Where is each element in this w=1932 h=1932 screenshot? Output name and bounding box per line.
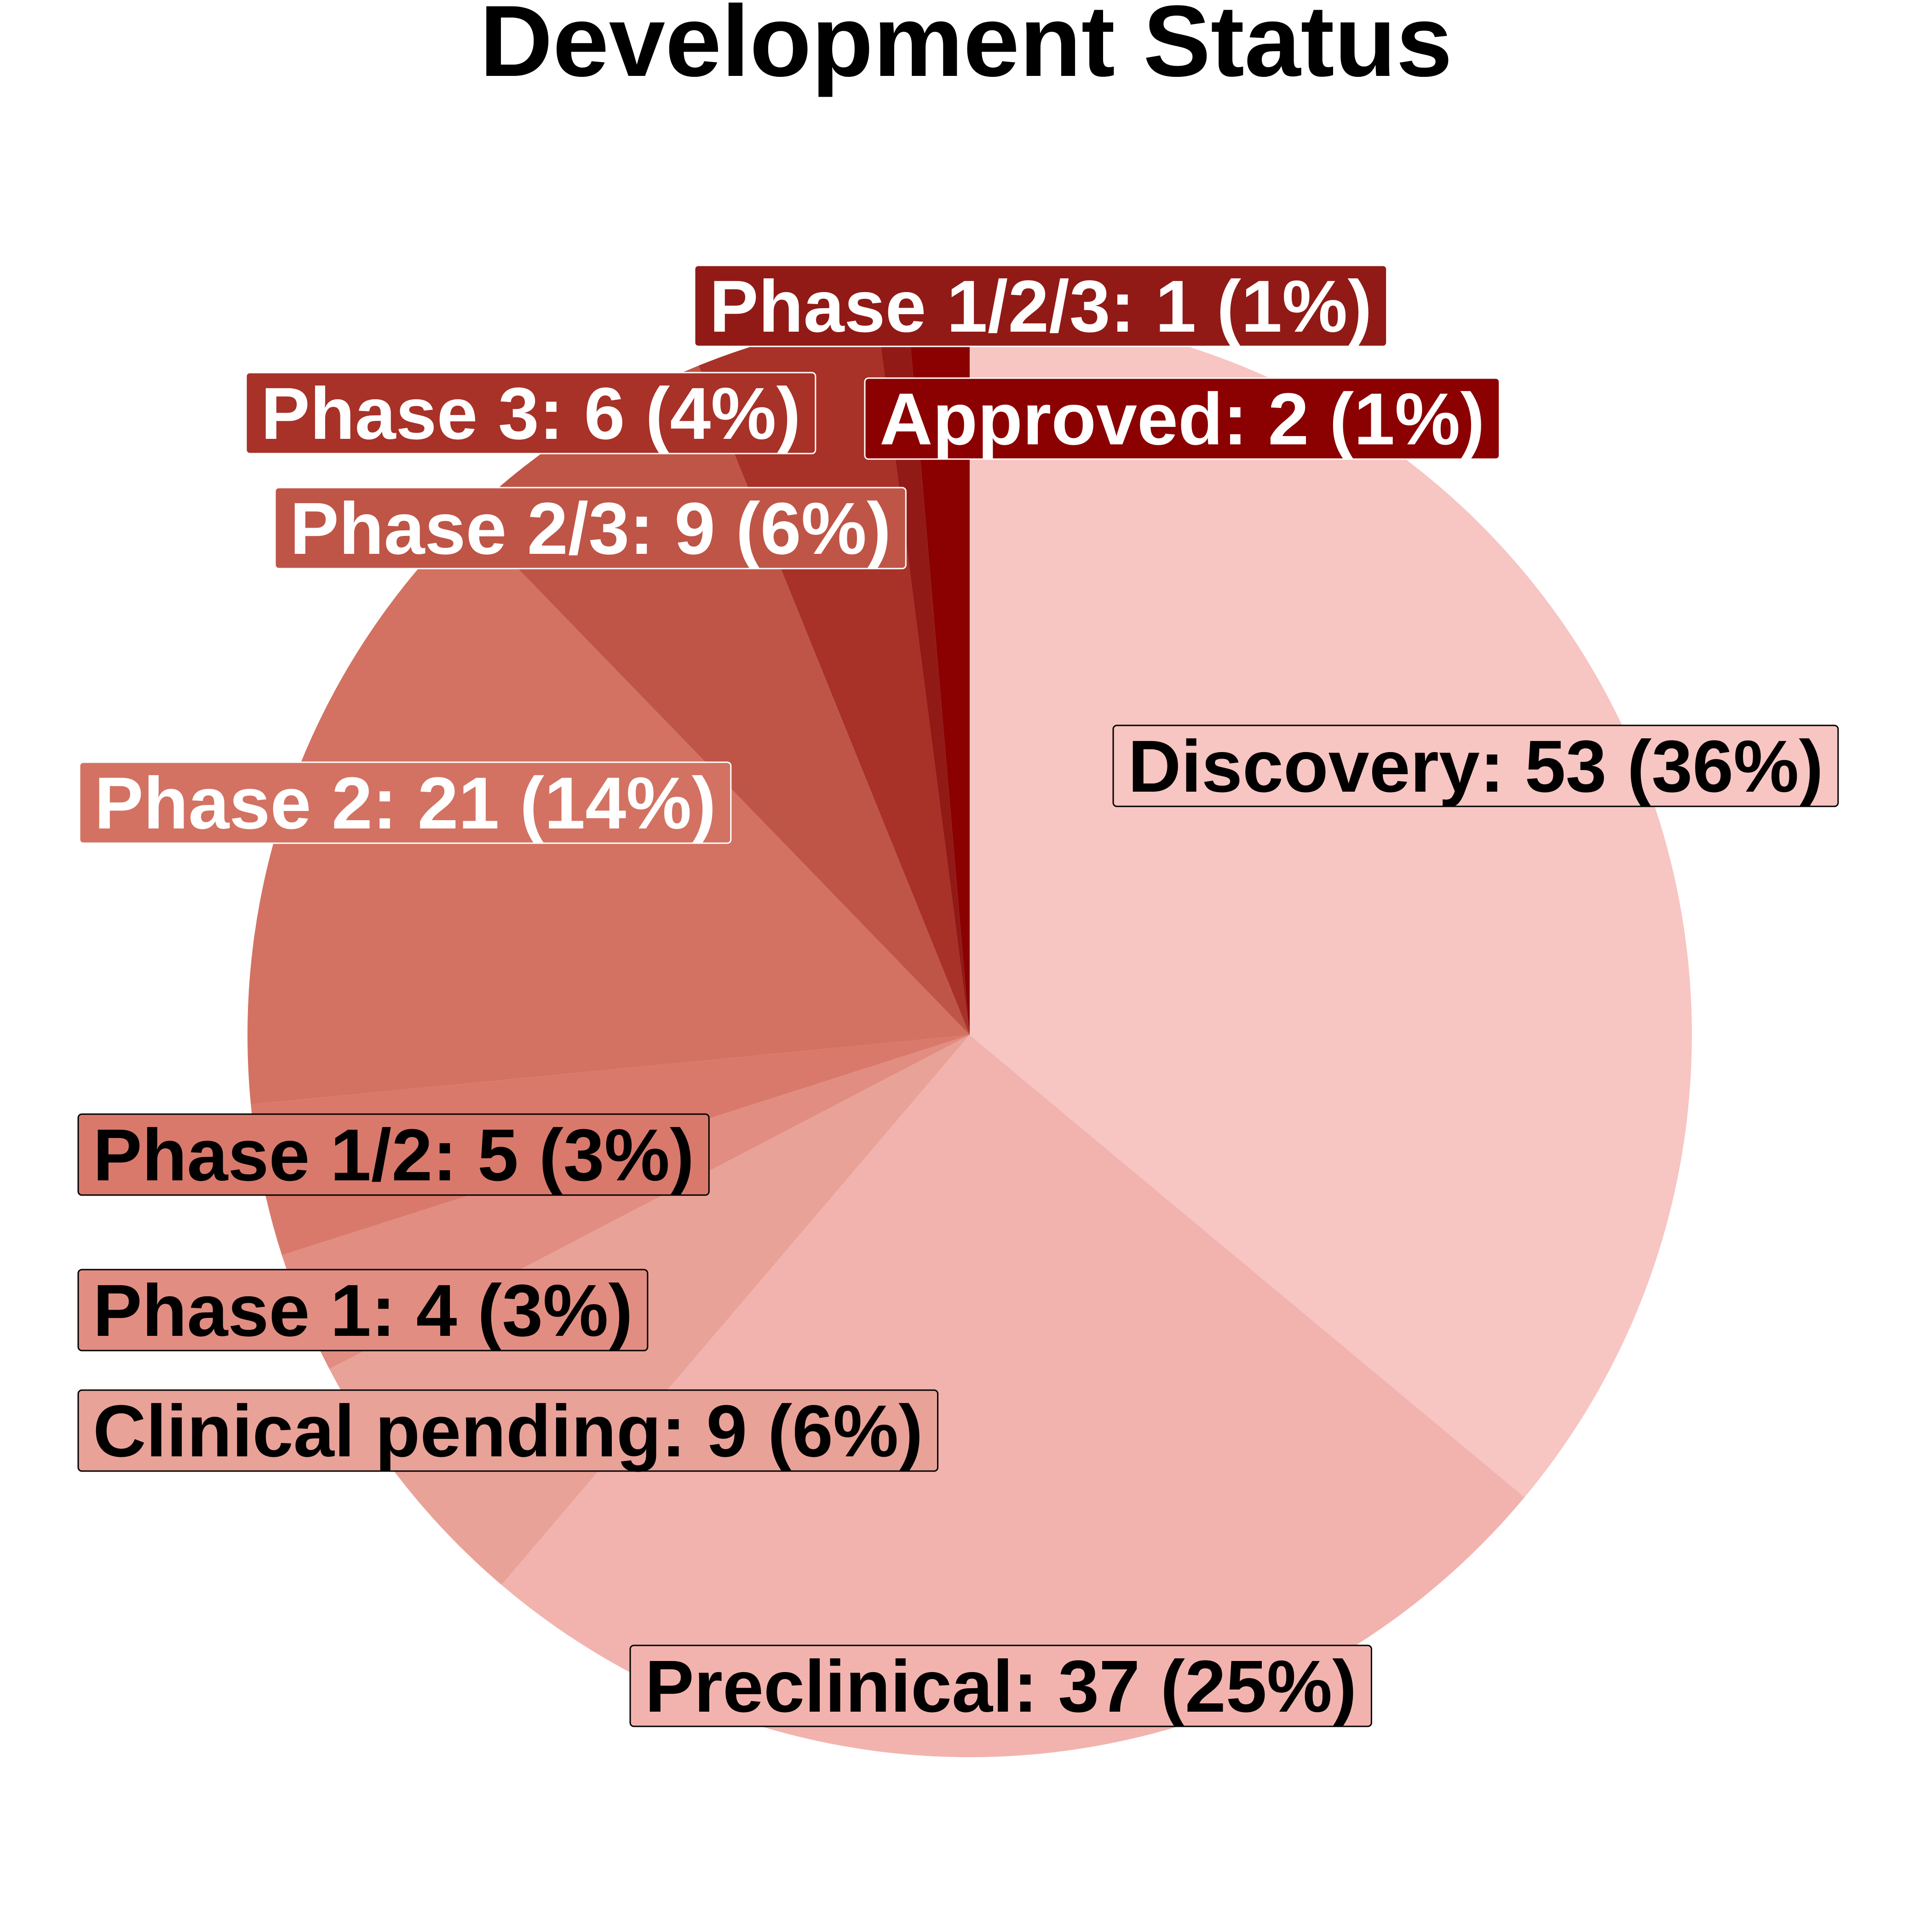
slice-label-text: Discovery: 53 (36%) (1128, 725, 1823, 807)
slice-label-text: Preclinical: 37 (25%) (645, 1645, 1357, 1727)
slice-label-box (77, 1113, 710, 1196)
slice-label-text: Phase 2: 21 (14%) (94, 762, 716, 844)
slice-label-phase-2: Phase 2: 21 (14%) (79, 761, 732, 844)
slice-label-box (694, 264, 1388, 347)
slice-label-box (274, 487, 907, 569)
slice-label-text: Phase 3: 6 (4%) (261, 372, 801, 454)
slice-label-box (629, 1644, 1372, 1727)
slice-label-text: Phase 2/3: 9 (6%) (290, 487, 891, 569)
slice-label-phase-2-3: Phase 2/3: 9 (6%) (274, 487, 907, 569)
slice-label-text: Clinical pending: 9 (6%) (93, 1390, 923, 1472)
chart-title: Development Status (480, 0, 1453, 98)
slice-label-box (77, 1269, 649, 1351)
slice-label-phase-1-2-3: Phase 1/2/3: 1 (1%) (694, 264, 1388, 347)
slice-label-text: Phase 1/2/3: 1 (1%) (709, 265, 1372, 347)
pie-slice-approved (908, 313, 970, 1035)
slice-label-box (1112, 724, 1839, 807)
slice-labels: Discovery: 53 (36%) Preclinical: 37 (25%)… (77, 264, 1839, 1727)
pie-slice-discovery (970, 313, 1692, 1497)
slice-label-text: Approved: 2 (1%) (880, 378, 1485, 460)
slice-label-clinical-pending: Clinical pending: 9 (6%) (77, 1389, 939, 1472)
slice-label-box (79, 761, 732, 844)
slice-label-phase-1-2: Phase 1/2: 5 (3%) (77, 1113, 710, 1196)
slice-label-discovery: Discovery: 53 (36%) (1112, 724, 1839, 807)
slice-label-phase-1: Phase 1: 4 (3%) (77, 1269, 649, 1351)
slice-label-phase-3: Phase 3: 6 (4%) (245, 372, 816, 454)
slice-label-approved: Approved: 2 (1%) (864, 377, 1501, 460)
slice-label-text: Phase 1: 4 (3%) (93, 1269, 633, 1351)
slice-label-text: Phase 1/2: 5 (3%) (93, 1114, 694, 1196)
slice-label-preclinical: Preclinical: 37 (25%) (629, 1644, 1372, 1727)
slice-label-box (77, 1389, 939, 1472)
pie-slice-preclinical (501, 1035, 1525, 1758)
slice-label-box (864, 377, 1501, 460)
slice-label-box (245, 372, 816, 454)
